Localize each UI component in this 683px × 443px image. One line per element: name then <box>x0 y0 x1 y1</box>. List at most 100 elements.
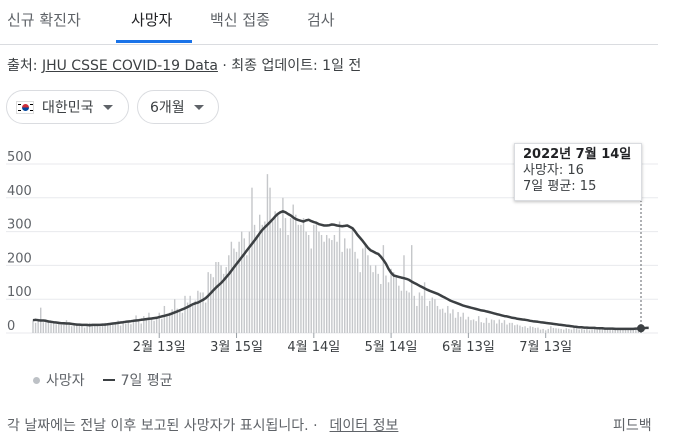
last-updated: · 최종 업데이트: 1일 전 <box>222 58 362 74</box>
bar <box>493 320 495 333</box>
tab-deaths[interactable]: 사망자 <box>131 11 173 29</box>
bar <box>578 329 580 333</box>
bar <box>501 322 503 333</box>
bar <box>119 325 122 333</box>
bar <box>320 234 323 333</box>
bar <box>477 316 480 333</box>
footer-note: 각 날짜에는 전날 이후 보고된 사망자가 표시됩니다. · 데이터 정보 <box>7 415 398 435</box>
bar <box>351 228 354 333</box>
bar <box>356 258 359 333</box>
bar <box>338 221 341 333</box>
bar <box>400 290 403 333</box>
bar <box>534 327 537 333</box>
bar <box>210 273 212 333</box>
x-tick-label: 5월 14일 <box>365 340 418 355</box>
bar <box>372 272 374 333</box>
bar <box>259 214 261 333</box>
bar <box>101 324 104 333</box>
bar <box>109 324 111 333</box>
bar <box>212 277 215 333</box>
country-select[interactable]: 대한민국 <box>6 90 129 124</box>
data-info-link[interactable]: 데이터 정보 <box>329 418 399 434</box>
bar <box>251 187 253 333</box>
bar <box>331 240 333 333</box>
bar <box>76 323 78 333</box>
bar <box>264 221 266 333</box>
bar <box>449 313 452 333</box>
bar <box>217 262 220 333</box>
bar <box>516 324 519 333</box>
bar <box>318 231 320 333</box>
bar <box>143 316 145 333</box>
bar <box>45 321 47 333</box>
bar <box>60 324 63 333</box>
bar <box>483 322 485 333</box>
chart-average-line <box>32 210 649 331</box>
bar <box>225 267 227 333</box>
bar <box>511 322 513 333</box>
active-tab-indicator <box>116 40 192 43</box>
bar <box>390 268 392 333</box>
bar <box>617 327 619 333</box>
bar <box>107 323 109 333</box>
bar <box>235 251 238 333</box>
bar <box>609 329 611 333</box>
bar <box>153 320 155 333</box>
bar <box>472 319 475 333</box>
bar <box>65 320 68 333</box>
bar <box>581 328 583 333</box>
bar <box>341 251 343 333</box>
bar <box>215 262 217 333</box>
bar <box>52 323 55 333</box>
bar <box>163 305 166 333</box>
bar <box>166 316 168 333</box>
bar <box>480 322 482 333</box>
legend-average: 7일 평균 <box>120 373 173 389</box>
x-tick-label: 4월 14일 <box>287 340 340 355</box>
source-link[interactable]: JHU CSSE COVID-19 Data <box>41 58 218 74</box>
bar <box>593 328 596 333</box>
bar <box>248 231 251 333</box>
bar <box>271 221 274 333</box>
bar <box>292 204 294 333</box>
y-tick-label: 500 <box>7 150 32 165</box>
bar <box>114 323 117 333</box>
bar <box>606 327 609 333</box>
bar <box>189 295 191 333</box>
bar <box>137 320 140 333</box>
tab-tests[interactable]: 검사 <box>307 11 335 29</box>
bar <box>310 248 312 333</box>
bar <box>421 295 423 333</box>
bar <box>635 329 637 333</box>
range-label: 6개월 <box>150 100 185 116</box>
bar <box>398 285 400 333</box>
y-tick-label: 200 <box>7 251 32 266</box>
average-line <box>32 210 649 331</box>
bar <box>524 326 526 333</box>
tab-vaccinations[interactable]: 백신 접종 <box>210 11 270 29</box>
tab-bar: 신규 확진자 사망자 백신 접종 검사 <box>0 0 658 45</box>
bar <box>596 329 598 333</box>
bar <box>261 224 263 333</box>
bar <box>506 324 508 333</box>
bar <box>547 328 549 333</box>
bar <box>220 265 222 333</box>
bar <box>408 292 410 333</box>
footer-text: 각 날짜에는 전날 이후 보고된 사망자가 표시됩니다. · <box>7 418 318 434</box>
feedback-link[interactable]: 피드백 <box>613 418 652 434</box>
bar <box>96 325 99 333</box>
range-select[interactable]: 6개월 <box>137 90 219 124</box>
hover-point <box>637 324 645 333</box>
bar <box>436 305 439 333</box>
bar <box>588 330 591 333</box>
tooltip-deaths: 사망자: 16 <box>523 163 584 178</box>
deaths-chart[interactable]: 0 100 200 300 400 500 2월 13일 3월 15일 4월 14일 5월 14… <box>0 140 683 362</box>
bar <box>555 328 557 333</box>
bar <box>32 320 34 333</box>
bar <box>599 328 601 333</box>
bar <box>122 320 124 333</box>
bar <box>313 224 315 333</box>
bar <box>557 328 560 333</box>
bar <box>570 329 573 333</box>
tab-new-cases[interactable]: 신규 확진자 <box>7 11 81 29</box>
